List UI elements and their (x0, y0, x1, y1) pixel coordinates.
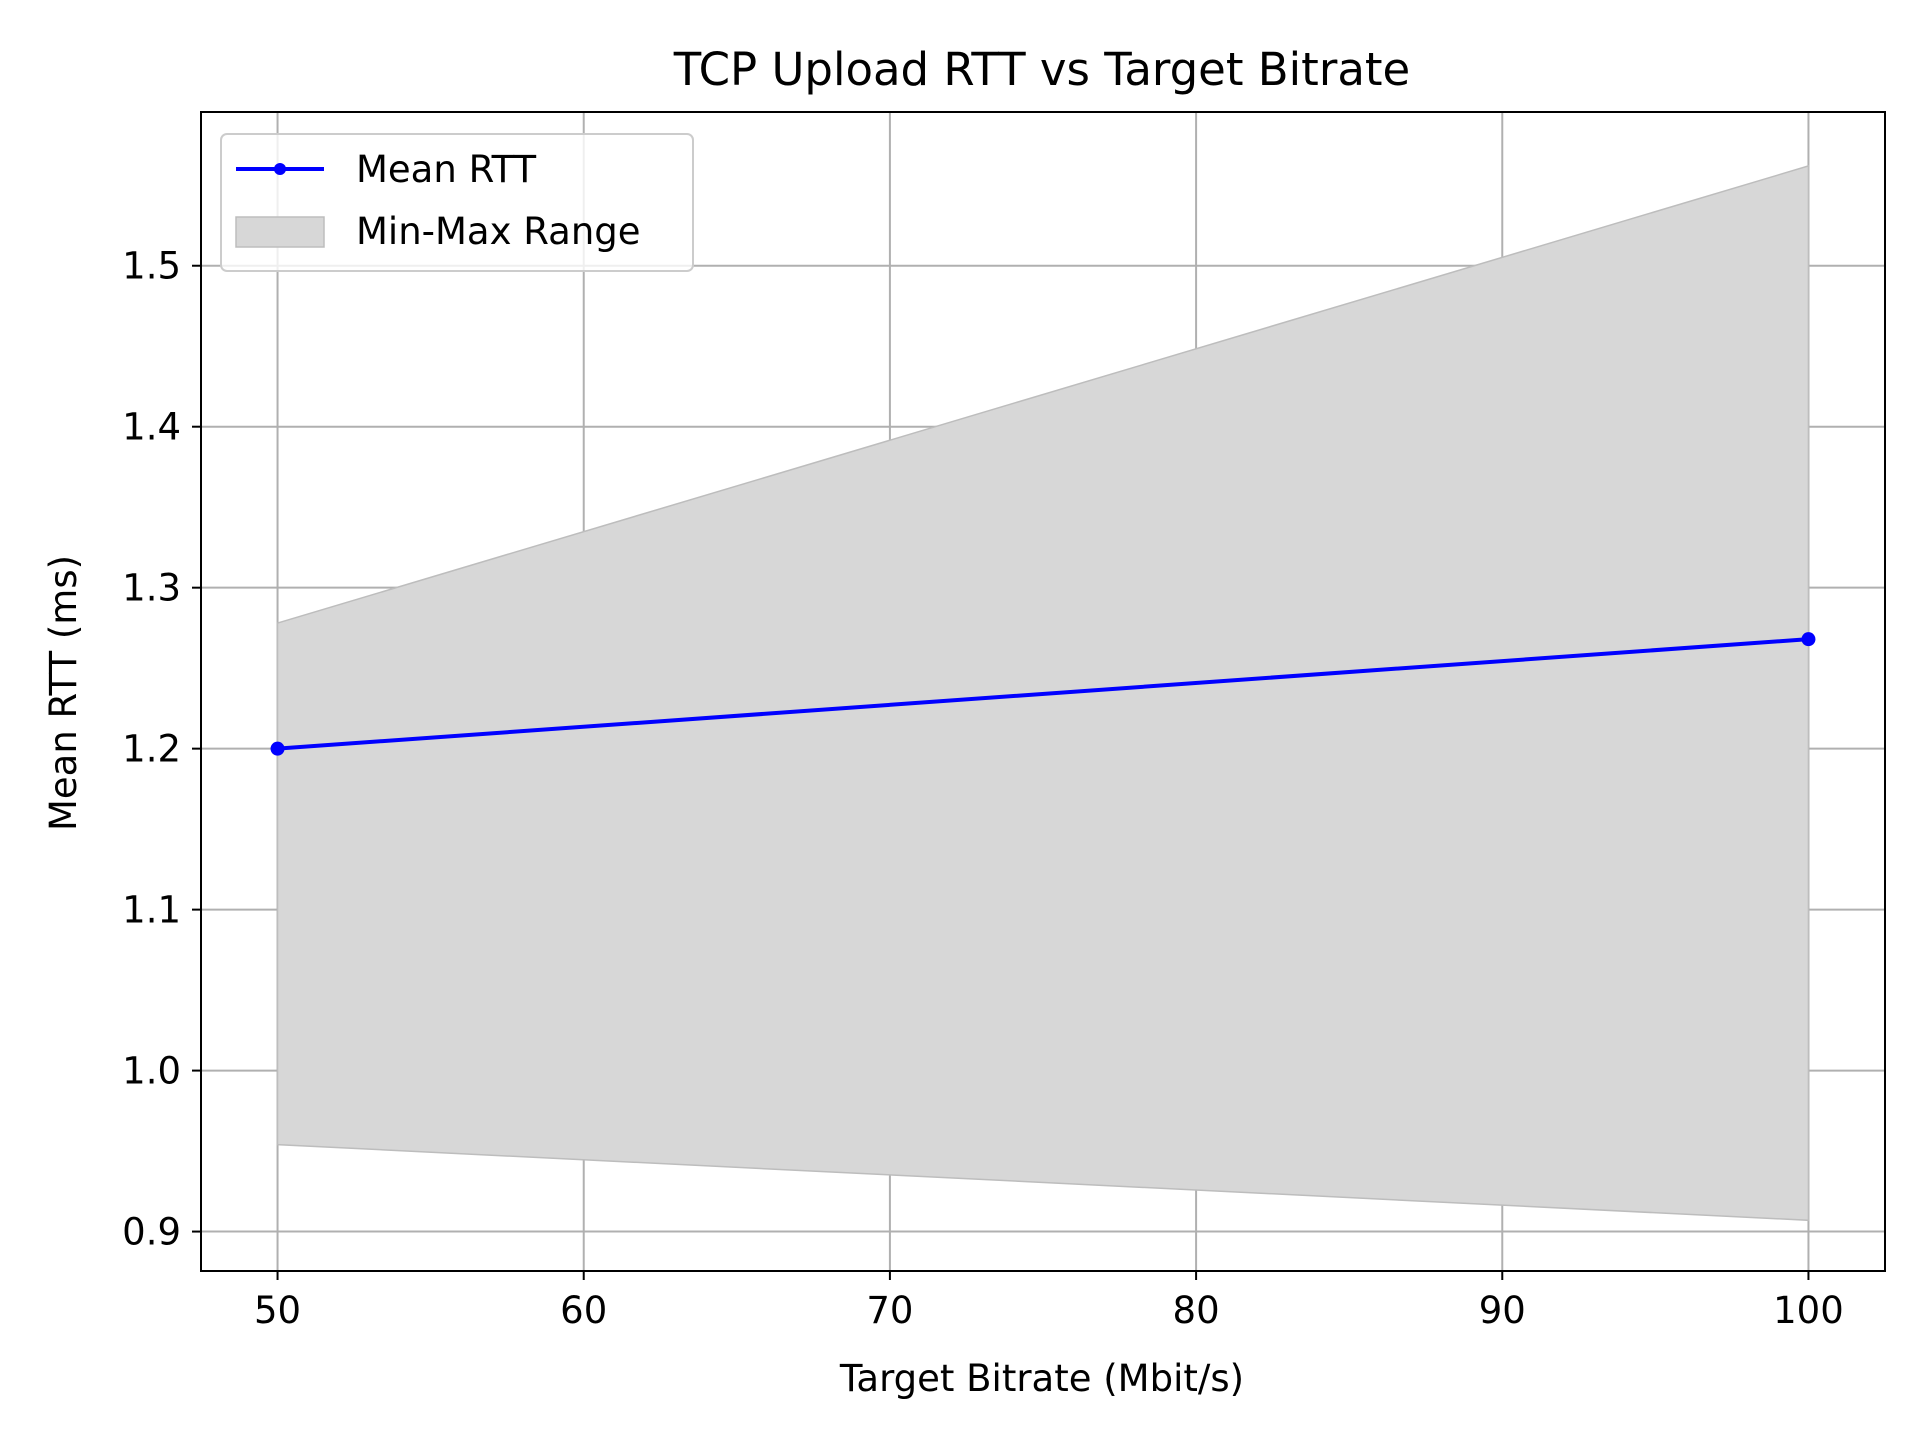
x-axis-label: Target Bitrate (Mbit/s) (839, 1357, 1244, 1400)
mean-rtt-point (1801, 632, 1816, 647)
x-tick-label: 100 (1773, 1289, 1844, 1332)
legend-frame (220, 133, 694, 272)
legend: Mean RTT Min-Max Range (220, 133, 694, 272)
y-tick-label: 0.9 (122, 1211, 181, 1254)
y-tick-label: 1.4 (122, 406, 181, 449)
x-tick-label: 80 (1173, 1289, 1220, 1332)
mean-rtt-point (270, 741, 285, 756)
x-tick-label: 90 (1479, 1289, 1526, 1332)
y-tick-label: 1.0 (122, 1050, 181, 1093)
x-axis-ticks: 50 60 70 80 90 100 (254, 1271, 1844, 1332)
y-tick-label: 1.3 (122, 567, 181, 610)
y-tick-label: 1.1 (122, 889, 181, 932)
chart-title: TCP Upload RTT vs Target Bitrate (673, 43, 1411, 96)
legend-min-max-label: Min-Max Range (356, 210, 641, 253)
x-tick-label: 60 (560, 1289, 607, 1332)
axes-frame (200, 111, 1886, 1272)
y-tick-label: 1.5 (122, 245, 181, 288)
legend-mean-rtt-marker (274, 163, 286, 175)
mean-rtt-line (275, 637, 1811, 751)
legend-min-max-swatch (235, 216, 325, 248)
legend-mean-rtt-label: Mean RTT (356, 148, 537, 191)
y-tick-label: 1.2 (122, 728, 181, 771)
plot-area (200, 111, 1886, 1272)
x-tick-label: 50 (254, 1289, 301, 1332)
series-layer (270, 632, 1816, 756)
y-axis-label: Mean RTT (ms) (42, 555, 85, 831)
x-tick-label: 70 (866, 1289, 913, 1332)
y-axis-ticks: 0.9 1.0 1.1 1.2 1.3 1.4 1.5 (122, 245, 201, 1254)
